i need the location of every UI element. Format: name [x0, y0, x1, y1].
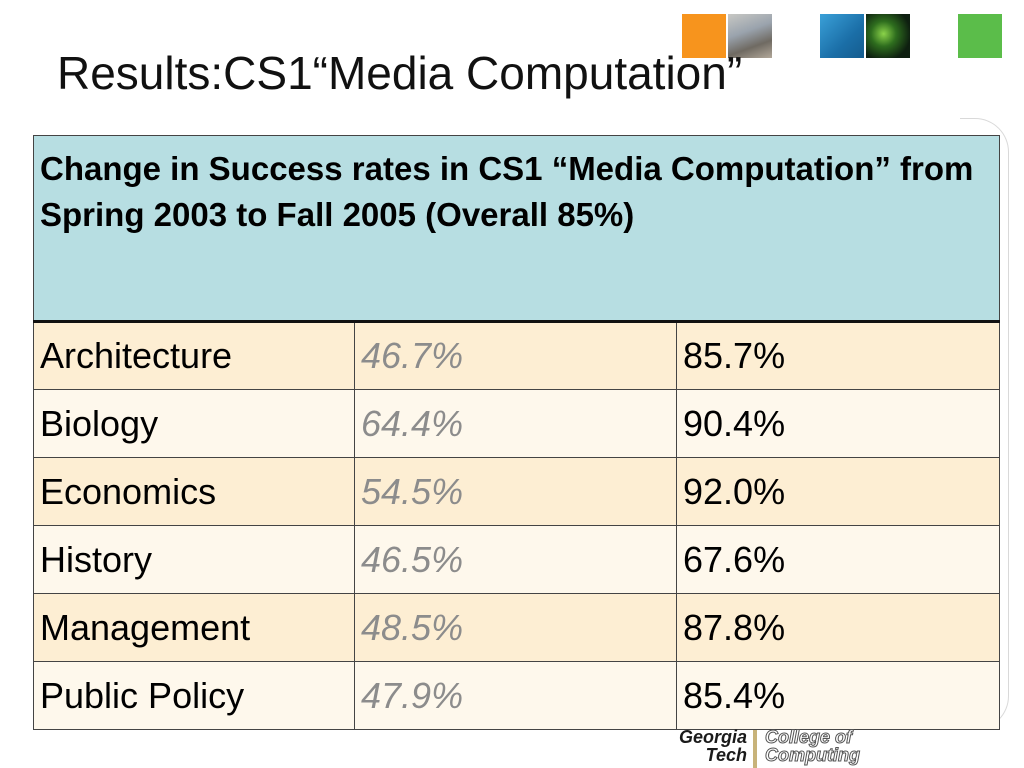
table-header-row: Change in Success rates in CS1 “Media Co…: [33, 135, 1000, 323]
after-rate-cell: 85.4%: [676, 661, 1000, 730]
before-rate-cell: 48.5%: [354, 593, 677, 662]
major-cell: Biology: [33, 389, 355, 458]
table-row: Biology 64.4% 90.4%: [33, 389, 1000, 458]
after-rate-cell: 67.6%: [676, 525, 1000, 594]
major-cell: Economics: [33, 457, 355, 526]
campus-photo-square: [728, 14, 772, 58]
before-rate-cell: 47.9%: [354, 661, 677, 730]
before-rate-cell: 46.7%: [354, 321, 677, 390]
blue-square: [820, 14, 864, 58]
logo-line-georgia: Georgia: [678, 727, 747, 747]
table-row: Public Policy 47.9% 85.4%: [33, 661, 1000, 730]
slide-title: Results:CS1“Media Computation”: [57, 47, 743, 99]
after-rate-cell: 85.7%: [676, 321, 1000, 390]
after-rate-cell: 92.0%: [676, 457, 1000, 526]
before-rate-cell: 64.4%: [354, 389, 677, 458]
georgia-tech-logo: Georgia Tech College of Computing: [657, 728, 887, 768]
table-row: Management 48.5% 87.8%: [33, 593, 1000, 662]
logo-divider: [753, 730, 757, 768]
after-rate-cell: 90.4%: [676, 389, 1000, 458]
table-header: Change in Success rates in CS1 “Media Co…: [33, 135, 1000, 323]
logo-line-tech: Tech: [705, 745, 747, 765]
logo-college: College of Computing: [765, 727, 861, 765]
major-cell: Public Policy: [33, 661, 355, 730]
network-photo-square: [866, 14, 910, 58]
table-row: History 46.5% 67.6%: [33, 525, 1000, 594]
major-cell: Management: [33, 593, 355, 662]
green-square: [958, 14, 1002, 58]
logo-line-computing: Computing: [765, 745, 861, 765]
results-table: Change in Success rates in CS1 “Media Co…: [33, 135, 1000, 730]
major-cell: History: [33, 525, 355, 594]
logo-institution: Georgia Tech: [657, 728, 747, 764]
before-rate-cell: 46.5%: [354, 525, 677, 594]
table-row: Architecture 46.7% 85.7%: [33, 321, 1000, 390]
after-rate-cell: 87.8%: [676, 593, 1000, 662]
logo-line-college: College of: [765, 727, 853, 747]
orange-square: [682, 14, 726, 58]
table-row: Economics 54.5% 92.0%: [33, 457, 1000, 526]
major-cell: Architecture: [33, 321, 355, 390]
before-rate-cell: 54.5%: [354, 457, 677, 526]
